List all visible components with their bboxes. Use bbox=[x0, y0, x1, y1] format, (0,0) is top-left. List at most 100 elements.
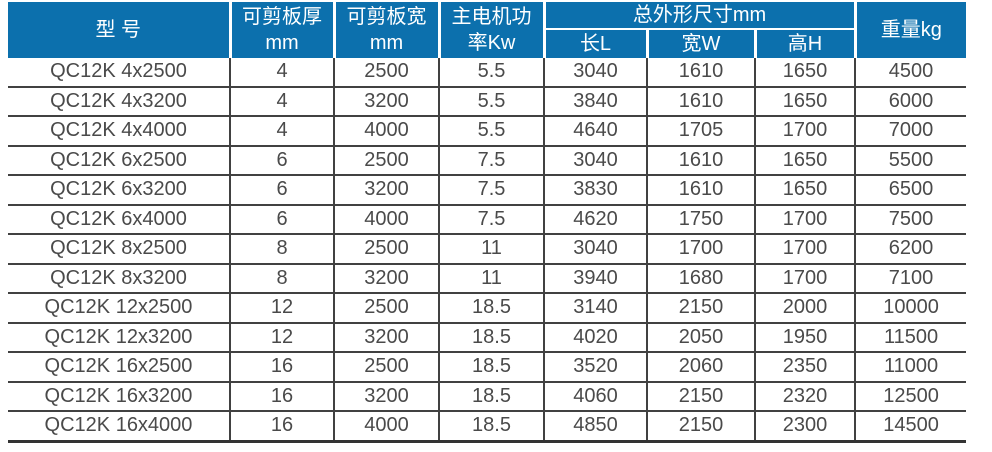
table-row: QC12K 12x3200 12 3200 18.5 4020 2050 1950 11500 bbox=[8, 322, 967, 353]
cell-width-w: 1610 bbox=[646, 175, 755, 206]
col-header-thickness-unit: mm bbox=[265, 32, 299, 54]
table-row: QC12K 12x2500 12 2500 18.5 3140 2150 2000 10000 bbox=[8, 293, 967, 324]
col-header-weight: 重量kg bbox=[853, 2, 967, 58]
table-row: QC12K 4x2500 4 2500 5.5 3040 1610 1650 4500 bbox=[8, 58, 967, 88]
cell-power-kw: 7.5 bbox=[438, 204, 544, 235]
table-body: QC12K 4x2500 4 2500 5.5 3040 1610 1650 4500 QC12… bbox=[8, 58, 967, 443]
col-header-width-unit: mm bbox=[369, 32, 404, 54]
cell-width-w: 1700 bbox=[646, 234, 755, 265]
cell-width-mm: 2500 bbox=[333, 58, 439, 88]
cell-weight-kg: 4500 bbox=[854, 58, 967, 88]
cell-height-h: 1650 bbox=[753, 175, 856, 206]
cell-power-kw: 18.5 bbox=[438, 293, 544, 324]
cell-power-kw: 18.5 bbox=[438, 381, 544, 412]
cell-length-l: 3040 bbox=[543, 58, 647, 88]
cell-width-mm: 3200 bbox=[333, 322, 439, 353]
col-header-width: 可剪板宽 mm bbox=[332, 2, 439, 58]
cell-power-kw: 5.5 bbox=[438, 58, 544, 88]
cell-height-h: 1650 bbox=[753, 145, 856, 176]
cell-weight-kg: 11500 bbox=[854, 322, 967, 353]
cell-power-kw: 7.5 bbox=[438, 145, 544, 176]
cell-thickness-mm: 16 bbox=[229, 411, 334, 443]
cell-model: QC12K 12x2500 bbox=[8, 293, 230, 324]
cell-weight-kg: 6200 bbox=[854, 234, 967, 265]
cell-width-mm: 3200 bbox=[333, 175, 439, 206]
cell-weight-kg: 6500 bbox=[854, 175, 967, 206]
cell-weight-kg: 7500 bbox=[854, 204, 967, 235]
table-row: QC12K 8x3200 8 3200 11 3940 1680 1700 7100 bbox=[8, 263, 967, 294]
cell-height-h: 2350 bbox=[753, 352, 856, 383]
cell-weight-kg: 6000 bbox=[854, 86, 967, 117]
col-header-width-line1: 可剪板宽 bbox=[346, 6, 427, 28]
table-row: QC12K 8x2500 8 2500 11 3040 1700 1700 6200 bbox=[8, 234, 967, 265]
cell-width-w: 2150 bbox=[646, 411, 755, 443]
cell-power-kw: 5.5 bbox=[438, 116, 544, 147]
cell-length-l: 4020 bbox=[543, 322, 647, 353]
cell-height-h: 1700 bbox=[753, 263, 856, 294]
col-header-height-h: 高H bbox=[753, 29, 856, 58]
cell-width-mm: 4000 bbox=[333, 204, 439, 235]
col-header-thickness: 可剪板厚 mm bbox=[228, 2, 334, 58]
cell-width-w: 2150 bbox=[646, 293, 755, 324]
cell-weight-kg: 5500 bbox=[854, 145, 967, 176]
cell-width-mm: 2500 bbox=[333, 293, 439, 324]
cell-length-l: 4640 bbox=[543, 116, 647, 147]
col-header-dimensions-group: 总外形尺寸mm bbox=[542, 2, 856, 30]
table-row: QC12K 6x4000 6 4000 7.5 4620 1750 1700 7500 bbox=[8, 204, 967, 235]
table-row: QC12K 4x4000 4 4000 5.5 4640 1705 1700 7000 bbox=[8, 116, 967, 147]
table-row: QC12K 16x3200 16 3200 18.5 4060 2150 2320 12500 bbox=[8, 381, 967, 412]
col-header-width-w: 宽W bbox=[645, 29, 755, 58]
cell-thickness-mm: 8 bbox=[229, 234, 334, 265]
col-header-model: 型 号 bbox=[8, 2, 230, 58]
table-row: QC12K 16x4000 16 4000 18.5 4850 2150 2300 14500 bbox=[8, 411, 967, 443]
table-row: QC12K 16x2500 16 2500 18.5 3520 2060 2350 11000 bbox=[8, 352, 967, 383]
col-header-power-line1: 主电机功 bbox=[451, 6, 532, 28]
cell-model: QC12K 12x3200 bbox=[8, 322, 230, 353]
cell-model: QC12K 6x2500 bbox=[8, 145, 230, 176]
cell-model: QC12K 8x2500 bbox=[8, 234, 230, 265]
cell-model: QC12K 6x3200 bbox=[8, 175, 230, 206]
cell-thickness-mm: 4 bbox=[229, 116, 334, 147]
cell-height-h: 1950 bbox=[753, 322, 856, 353]
cell-thickness-mm: 12 bbox=[229, 322, 334, 353]
cell-height-h: 1650 bbox=[753, 58, 856, 88]
cell-thickness-mm: 4 bbox=[229, 86, 334, 117]
cell-thickness-mm: 12 bbox=[229, 293, 334, 324]
cell-thickness-mm: 6 bbox=[229, 204, 334, 235]
cell-width-w: 1750 bbox=[646, 204, 755, 235]
cell-length-l: 4850 bbox=[543, 411, 647, 443]
cell-power-kw: 11 bbox=[438, 234, 544, 265]
cell-width-mm: 3200 bbox=[333, 381, 439, 412]
cell-thickness-mm: 4 bbox=[229, 58, 334, 88]
table-row: QC12K 4x3200 4 3200 5.5 3840 1610 1650 6000 bbox=[8, 86, 967, 117]
cell-model: QC12K 4x4000 bbox=[8, 116, 230, 147]
cell-length-l: 3040 bbox=[543, 234, 647, 265]
cell-length-l: 3840 bbox=[543, 86, 647, 117]
cell-width-w: 1610 bbox=[646, 86, 755, 117]
cell-height-h: 1650 bbox=[753, 86, 856, 117]
cell-width-mm: 2500 bbox=[333, 352, 439, 383]
cell-weight-kg: 12500 bbox=[854, 381, 967, 412]
cell-width-mm: 3200 bbox=[333, 86, 439, 117]
cell-height-h: 1700 bbox=[753, 116, 856, 147]
cell-height-h: 1700 bbox=[753, 234, 856, 265]
cell-length-l: 4620 bbox=[543, 204, 647, 235]
cell-weight-kg: 10000 bbox=[854, 293, 967, 324]
cell-weight-kg: 7100 bbox=[854, 263, 967, 294]
col-header-power-line2: 率Kw bbox=[467, 32, 516, 54]
cell-width-w: 1610 bbox=[646, 58, 755, 88]
cell-thickness-mm: 16 bbox=[229, 381, 334, 412]
cell-length-l: 3830 bbox=[543, 175, 647, 206]
cell-power-kw: 18.5 bbox=[438, 411, 544, 443]
cell-width-w: 1610 bbox=[646, 145, 755, 176]
cell-height-h: 2320 bbox=[753, 381, 856, 412]
cell-power-kw: 11 bbox=[438, 263, 544, 294]
table-row: QC12K 6x2500 6 2500 7.5 3040 1610 1650 5500 bbox=[8, 145, 967, 176]
cell-width-w: 1705 bbox=[646, 116, 755, 147]
cell-model: QC12K 16x4000 bbox=[8, 411, 230, 443]
cell-power-kw: 18.5 bbox=[438, 322, 544, 353]
cell-height-h: 1700 bbox=[753, 204, 856, 235]
machine-spec-table: 型 号 可剪板厚 mm 可剪板宽 mm 主电机功 率Kw 总外形尺寸mm 重量k… bbox=[8, 2, 967, 443]
cell-weight-kg: 11000 bbox=[854, 352, 967, 383]
